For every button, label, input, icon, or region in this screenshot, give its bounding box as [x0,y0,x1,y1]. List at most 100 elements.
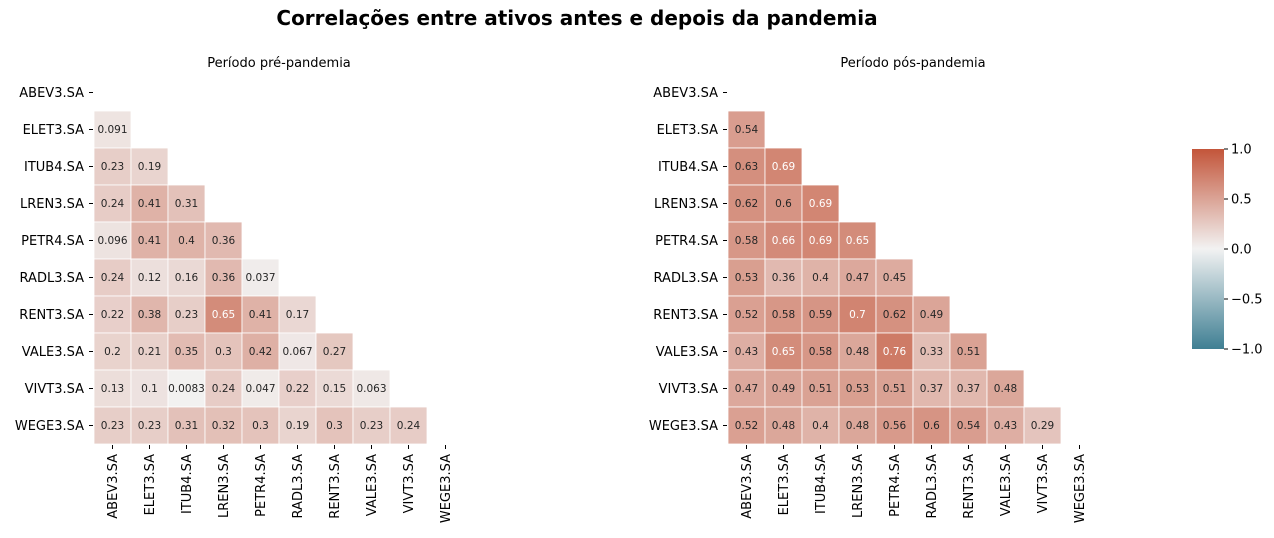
y-tick-label: ELET3.SA [23,123,85,138]
y-tick-label: VIVT3.SA [659,382,718,397]
heatmap-cell [167,258,206,297]
heatmap-cell [167,295,206,334]
heatmap-cell [801,184,840,223]
heatmap-cell [949,332,988,371]
heatmap-cell [315,406,354,445]
heatmap-cell [727,221,766,260]
cell-value-label: 0.62 [735,198,758,210]
y-tick-label: LREN3.SA [20,197,84,212]
x-tick-label: ITUB4.SA [180,454,195,514]
cell-value-label: 0.58 [772,309,795,321]
figure-title: Correlações entre ativos antes e depois … [276,6,878,30]
cell-value-label: 0.24 [101,198,125,210]
colorbar-tick-label: 0.5 [1231,193,1252,208]
heatmap-cell [130,332,169,371]
heatmap-cell [727,295,766,334]
cell-value-label: 0.51 [883,383,906,395]
cell-value-label: 0.65 [212,309,235,321]
y-tick-label: RADL3.SA [20,271,85,286]
cell-value-label: 0.45 [883,272,906,284]
heatmap-cell [838,369,877,408]
heatmap-cell [352,369,391,408]
heatmap-cell [764,332,803,371]
heatmap-cell [204,332,243,371]
cell-value-label: 0.24 [397,420,421,432]
heatmap-cell [764,221,803,260]
cell-value-label: 0.37 [920,383,943,395]
cell-value-label: 0.41 [138,235,161,247]
colorbar-bar [1192,149,1224,349]
y-tick-label: RENT3.SA [653,308,718,323]
x-tick-label: ABEV3.SA [740,454,755,519]
panel-title: Período pré-pandemia [207,56,351,71]
heatmap-cell [93,147,132,186]
cell-value-label: 0.31 [175,198,198,210]
heatmap-cell [949,406,988,445]
cell-value-label: 0.41 [138,198,161,210]
cell-value-label: 0.37 [957,383,980,395]
cell-value-label: 0.48 [846,420,869,432]
colorbar-tick-label: −0.5 [1231,293,1263,308]
x-tick-label: ELET3.SA [777,454,792,516]
cell-value-label: 0.3 [215,346,232,358]
x-tick-label: RENT3.SA [962,454,977,519]
colorbar: 1.0 0.5 0.0 −0.5 −1.0 [1192,143,1263,358]
x-tick-label: VIVT3.SA [1036,454,1051,513]
heatmap-cell [93,369,132,408]
cell-value-label: 0.12 [138,272,161,284]
x-tick-label: RADL3.SA [291,454,306,519]
heatmap-cell [389,406,428,445]
cell-value-label: 0.15 [323,383,346,395]
heatmap-cell [204,221,243,260]
cell-value-label: 0.38 [138,309,161,321]
heatmap-cell [764,147,803,186]
cell-value-label: 0.31 [175,420,198,432]
heatmap-cell [764,184,803,223]
cell-value-label: 0.047 [245,383,275,395]
cell-value-label: 0.47 [846,272,869,284]
heatmap-cell [241,258,280,297]
cell-value-label: 0.21 [138,346,161,358]
cell-value-label: 0.096 [97,235,127,247]
cell-value-label: 0.53 [846,383,869,395]
cell-value-label: 0.4 [178,235,195,247]
cell-value-label: 0.52 [735,309,758,321]
x-tick-label: WEGE3.SA [439,454,454,523]
y-tick-label: ABEV3.SA [653,86,718,101]
cell-value-label: 0.4 [812,272,829,284]
cell-value-label: 0.56 [883,420,907,432]
x-tick-label: LREN3.SA [217,454,232,518]
heatmap-cell [352,406,391,445]
heatmap-cell [801,295,840,334]
y-tick-label: ITUB4.SA [658,160,718,175]
cell-value-label: 0.76 [883,346,907,358]
cell-value-label: 0.29 [1031,420,1054,432]
heatmap-cell [278,295,317,334]
cell-value-label: 0.24 [212,383,236,395]
cell-value-label: 0.53 [735,272,758,284]
cell-value-label: 0.6 [923,420,940,432]
cell-value-label: 0.36 [212,235,236,247]
y-tick-label: LREN3.SA [654,197,718,212]
cell-value-label: 0.65 [846,235,869,247]
heatmap-cell [315,332,354,371]
heatmap-cell [912,295,951,334]
cell-value-label: 0.23 [138,420,161,432]
heatmap-cell [838,221,877,260]
cell-value-label: 0.48 [994,383,1017,395]
cell-value-label: 0.32 [212,420,235,432]
cell-value-label: 0.24 [101,272,125,284]
cell-value-label: 0.4 [812,420,829,432]
y-tick-label: ABEV3.SA [19,86,84,101]
y-tick-label: RADL3.SA [654,271,719,286]
cell-value-label: 0.0083 [168,383,205,395]
cell-value-label: 0.66 [772,235,796,247]
y-tick-label: VALE3.SA [656,345,718,360]
x-tick-label: ELET3.SA [143,454,158,516]
heatmap-cell [130,295,169,334]
cell-value-label: 0.36 [212,272,236,284]
heatmap-cell [241,406,280,445]
cell-value-label: 0.54 [735,124,759,136]
cell-value-label: 0.42 [249,346,272,358]
